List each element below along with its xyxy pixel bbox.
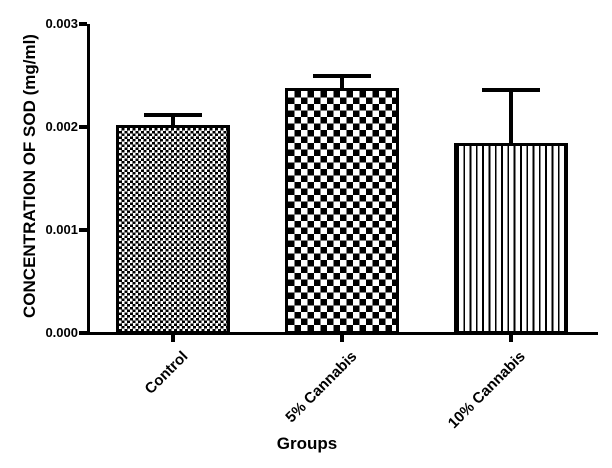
y-axis-title: CONCENTRATION OF SOD (mg/ml) <box>20 34 39 318</box>
y-axis-line <box>86 24 90 335</box>
error-bar-stem-control <box>171 114 175 127</box>
x-category-label-control: Control <box>141 348 192 398</box>
x-category-label-5pct-cannabis: 5% Cannabis <box>281 348 361 427</box>
error-bar-cap-10pct-cannabis <box>482 88 540 92</box>
error-bar-cap-5pct-cannabis <box>313 74 371 78</box>
y-tick-label-3: 0.003 <box>45 16 78 31</box>
y-tick-mark-3 <box>79 22 87 26</box>
x-axis-title: Groups <box>276 434 338 453</box>
x-tick-mark-5pct-cannabis <box>340 335 344 342</box>
error-bar-stem-10pct-cannabis <box>509 89 513 146</box>
y-tick-label-0: 0.000 <box>45 325 78 340</box>
x-category-label-10pct-cannabis: 10% Cannabis <box>445 348 530 432</box>
y-tick-mark-2 <box>79 125 87 129</box>
y-tick-label-2: 0.002 <box>45 119 78 134</box>
bar-10pct-cannabis <box>454 143 568 334</box>
y-tick-mark-1 <box>79 228 87 232</box>
error-bar-cap-control <box>144 113 202 117</box>
error-bar-stem-5pct-cannabis <box>340 75 344 90</box>
y-tick-label-1: 0.001 <box>45 222 78 237</box>
x-tick-mark-10pct-cannabis <box>509 335 513 342</box>
x-tick-mark-control <box>171 335 175 342</box>
y-tick-mark-0 <box>79 331 87 335</box>
bar-5pct-cannabis <box>285 87 399 334</box>
bar-control <box>116 124 230 334</box>
